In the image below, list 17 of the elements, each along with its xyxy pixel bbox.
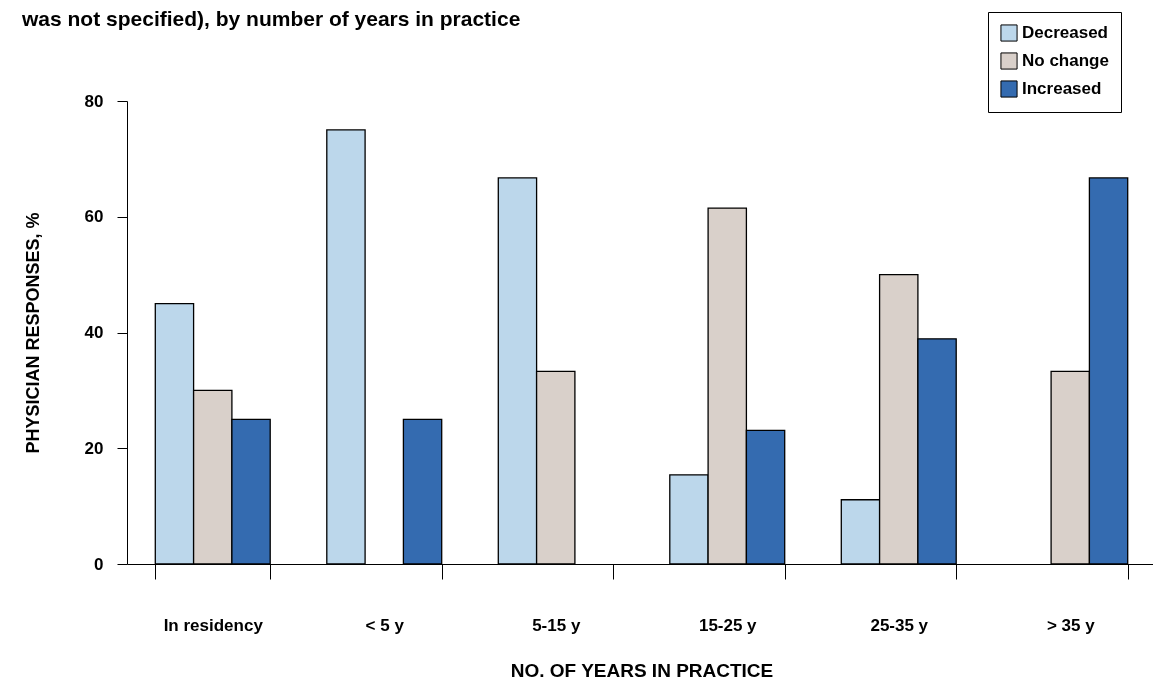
chart-title: was not specified), by number of years in practice: [21, 6, 521, 30]
y-tick-label: 0: [94, 554, 104, 574]
legend-label: No change: [1022, 51, 1109, 70]
x-tick-label: 25-35 y: [870, 615, 929, 635]
legend-label: Decreased: [1022, 23, 1109, 42]
y-tick-label: 60: [84, 207, 104, 227]
y-tick-label: 80: [84, 91, 104, 111]
x-tick-label: 5-15 y: [532, 615, 581, 635]
x-tick-label: > 35 y: [1046, 615, 1096, 635]
x-tick-label: In residency: [163, 615, 264, 635]
y-tick-label: 40: [84, 323, 104, 342]
x-axis-title: NO. OF YEARS IN PRACTICE: [510, 659, 774, 681]
y-tick-label: 20: [84, 438, 104, 458]
legend-label: Increased: [1022, 79, 1102, 98]
x-tick-label: < 5 y: [365, 615, 405, 635]
y-axis-title: PHYSICIAN RESPONSES, %: [22, 212, 43, 454]
x-tick-label: 15-25 y: [698, 615, 758, 635]
